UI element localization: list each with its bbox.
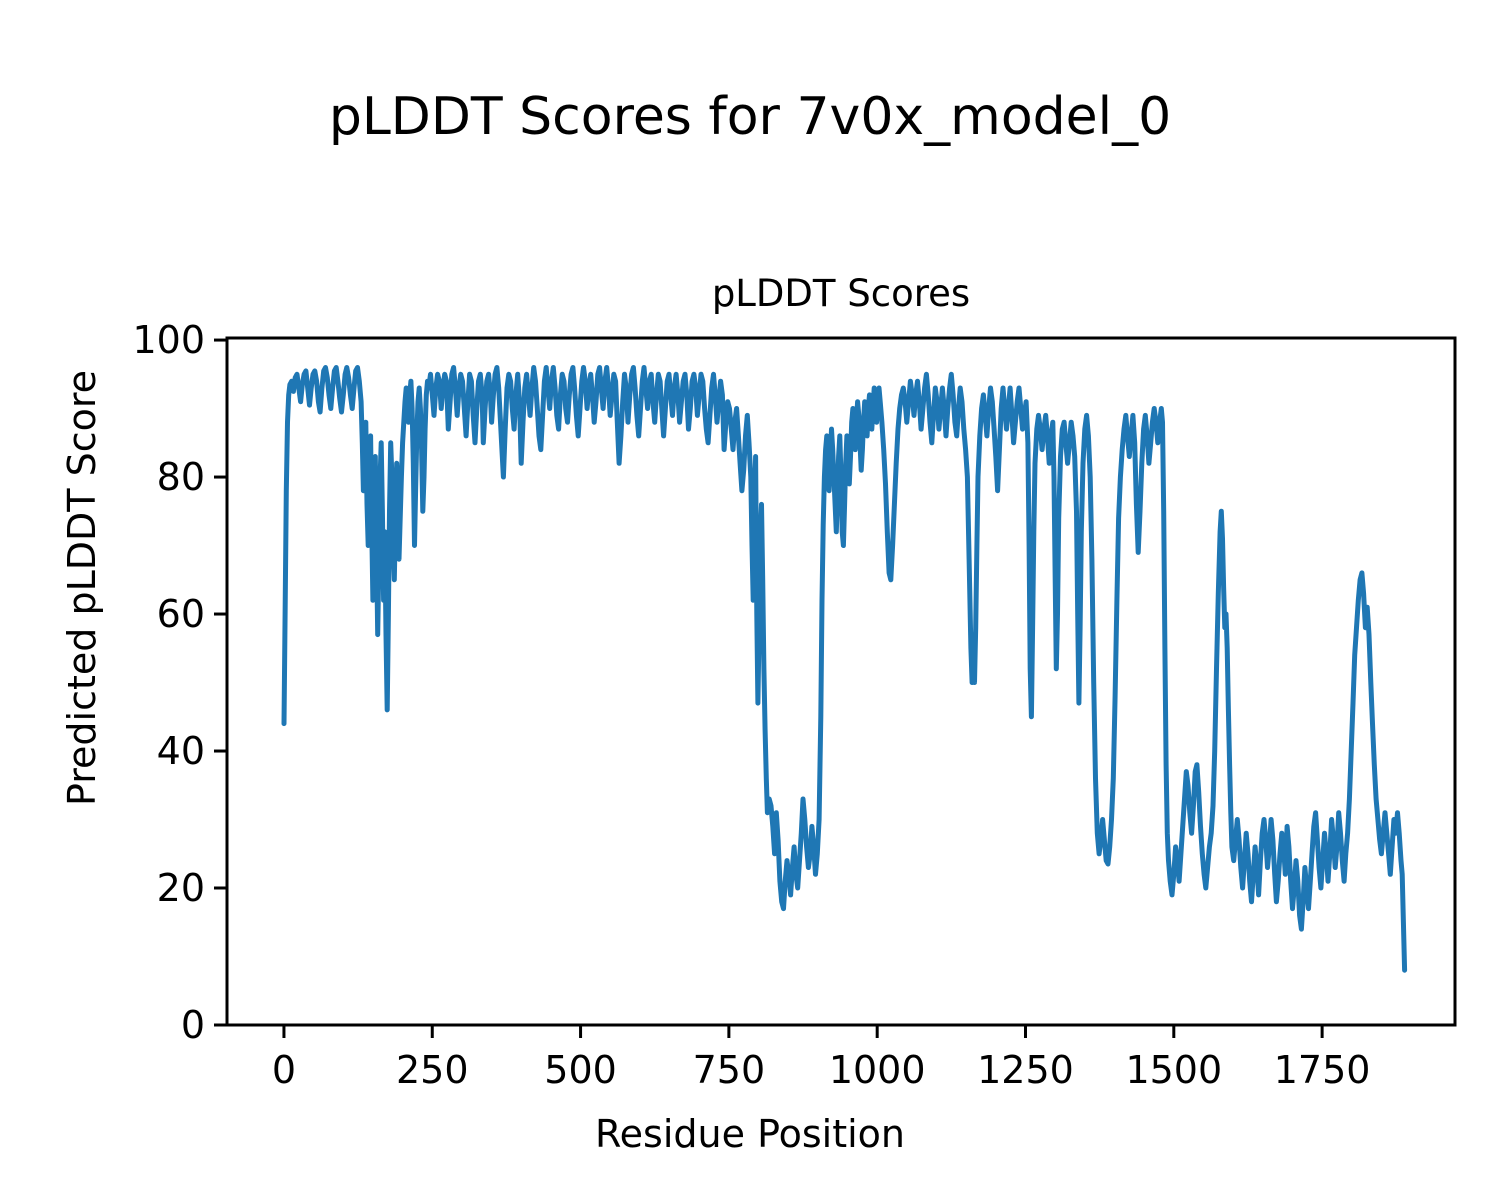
axes-spines <box>225 336 1457 1027</box>
figure-title: pLDDT Scores for 7v0x_model_0 <box>328 87 1172 147</box>
axes-title: pLDDT Scores <box>711 272 971 315</box>
y-tick-label: 40 <box>156 729 205 774</box>
x-tick-label: 1500 <box>1125 1048 1223 1092</box>
x-tick-label: 1000 <box>828 1048 926 1092</box>
x-tick-label: 250 <box>395 1048 469 1092</box>
x-tick-label: 750 <box>692 1048 766 1092</box>
y-tick-label: 80 <box>156 455 205 500</box>
y-tick-label: 60 <box>156 592 205 637</box>
y-tick-label: 20 <box>156 866 205 910</box>
x-axis-label: Residue Position <box>594 1112 906 1156</box>
x-tick-label: 500 <box>544 1048 617 1092</box>
x-tick-label: 1250 <box>977 1048 1074 1092</box>
y-tick-label: 100 <box>132 318 205 363</box>
x-tick-label: 1750 <box>1273 1048 1371 1092</box>
x-tick-label: 0 <box>271 1048 297 1092</box>
plddt-line <box>281 365 1408 973</box>
y-tick-label: 0 <box>180 1003 205 1047</box>
